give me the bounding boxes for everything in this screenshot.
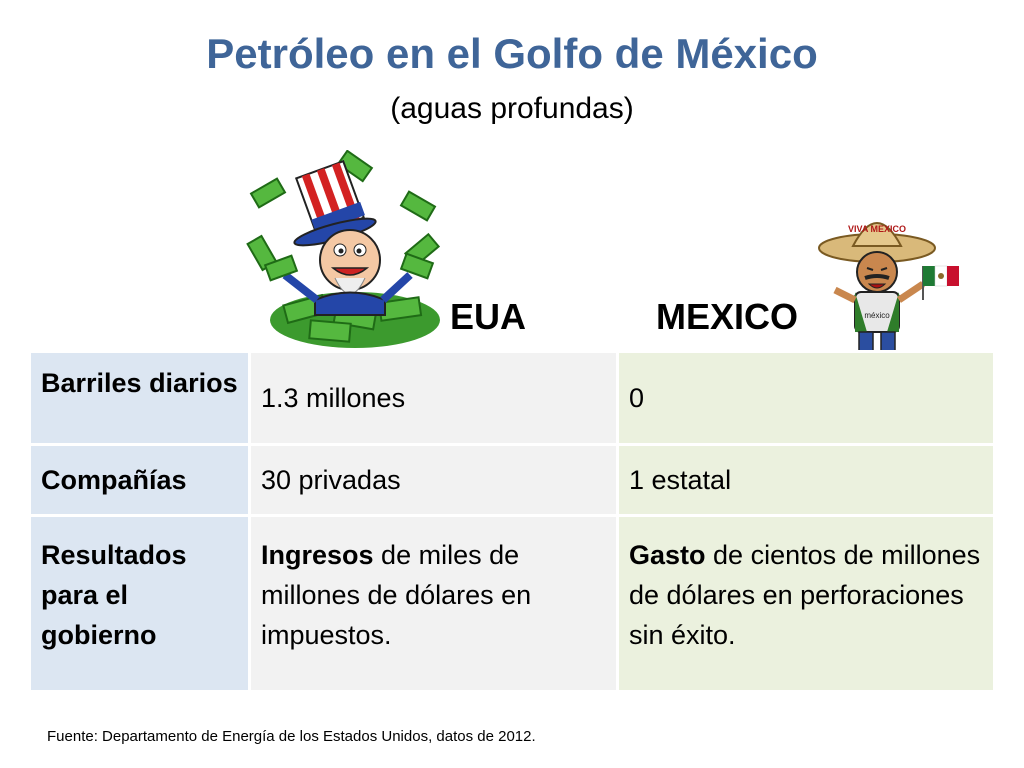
money-pile xyxy=(270,292,440,348)
shirt-text: méxico xyxy=(864,311,890,320)
top-hat xyxy=(293,159,377,247)
cell-eua-resultados-bold: Ingresos xyxy=(261,540,374,570)
table-row: Compañías 30 privadas 1 estatal xyxy=(28,443,996,517)
table-row: Resultados para el gobierno Ingresos de … xyxy=(28,514,996,693)
column-header-eua: EUA xyxy=(450,296,527,337)
column-header-mexico: MEXICO xyxy=(656,296,799,337)
cell-eua-resultados-text: de miles de millones de dólares en impue… xyxy=(261,540,532,650)
cell-eua-barriles: 1.3 millones xyxy=(248,350,619,446)
cell-mexico-resultados: Gasto de cientos de millones de dólares … xyxy=(616,514,996,693)
row-header-barriles: Barriles diarios xyxy=(28,350,251,446)
cell-mexico-barriles: 0 xyxy=(616,350,996,446)
cell-mexico-resultados-text: de cientos de millones de dólares en per… xyxy=(629,540,981,650)
table-row: Barriles diarios 1.3 millones 0 xyxy=(28,350,996,446)
slide-subtitle: (aguas profundas) xyxy=(390,92,634,125)
cell-eua-resultados: Ingresos de miles de millones de dólares… xyxy=(248,514,619,693)
uncle-sam-money-icon xyxy=(246,150,441,348)
cell-eua-companias: 30 privadas xyxy=(248,443,619,517)
mexico-flag xyxy=(922,265,959,300)
row-header-resultados: Resultados para el gobierno xyxy=(28,514,251,693)
slide-title: Petróleo en el Golfo de México xyxy=(206,30,818,77)
sombrero-text: VIVA MEXICO xyxy=(848,224,906,234)
source-note: Fuente: Departamento de Energía de los E… xyxy=(47,728,536,745)
cell-mexico-companias: 1 estatal xyxy=(616,443,996,517)
cell-mexico-resultados-bold: Gasto xyxy=(629,540,706,570)
comparison-table: Barriles diarios 1.3 millones 0 Compañía… xyxy=(28,350,996,693)
row-header-companias: Compañías xyxy=(28,443,251,517)
